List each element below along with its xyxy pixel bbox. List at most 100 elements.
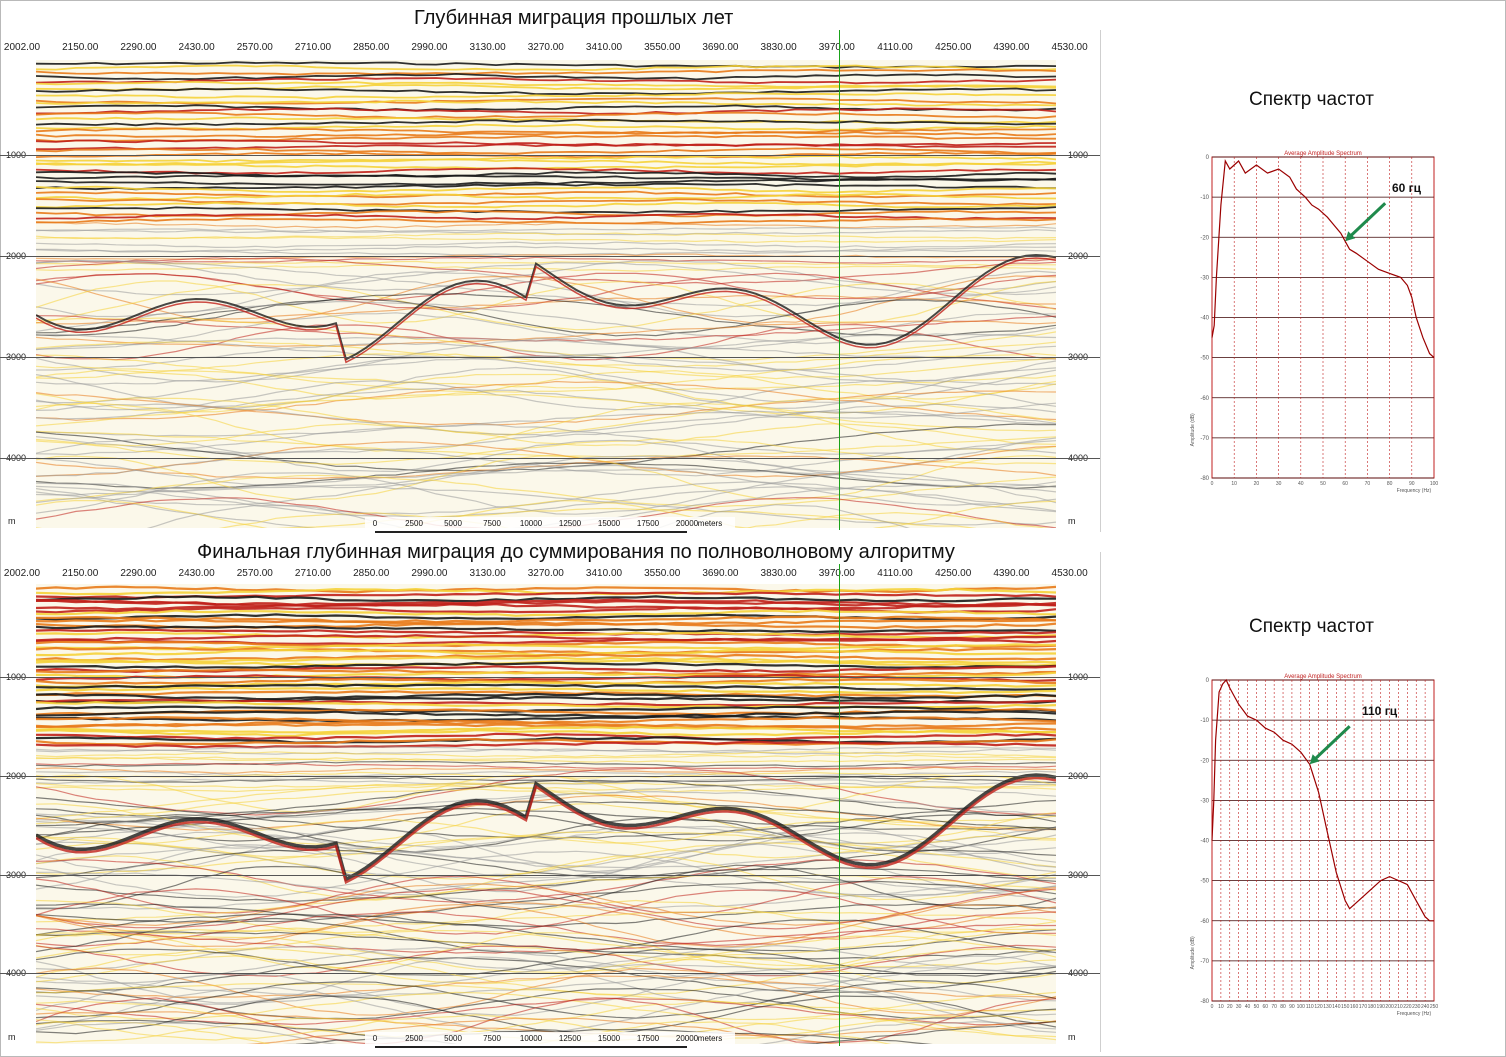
seismic-reflector xyxy=(36,692,1056,701)
seismic-reflector xyxy=(36,690,1056,698)
panel-1-scale-bar: 0 2500 5000 7500 10000 12500 15000 17500 20000 me… xyxy=(365,517,735,539)
seismic-reflector xyxy=(36,198,1056,206)
seismic-reflector xyxy=(36,866,1056,902)
spectrum-x-tick: 70 xyxy=(1365,481,1371,487)
seismic-reflector xyxy=(36,973,1056,1016)
seismic-reflector xyxy=(36,609,1056,617)
seismic-reflector xyxy=(36,785,1056,793)
panel-1-gridline-4000 xyxy=(0,458,1100,459)
seismic-reflector xyxy=(36,728,1056,737)
spectrum-x-tick: 100 xyxy=(1297,1004,1306,1010)
panel-1-spectrum-title: Спектр частот xyxy=(1249,89,1374,110)
seismic-reflector xyxy=(36,770,1056,778)
spectrum-x-tick: 120 xyxy=(1314,1004,1323,1010)
scale-tick-label: 5000 xyxy=(444,519,462,528)
seismic-reflector xyxy=(36,147,1056,155)
seismic-reflector xyxy=(36,253,1056,261)
seismic-reflector xyxy=(36,217,1056,225)
spectrum-x-tick: 240 xyxy=(1421,1004,1430,1010)
spectrum-x-tick: 60 xyxy=(1262,1004,1268,1010)
panel-2-separator xyxy=(1100,552,1101,1052)
seismic-reflector xyxy=(36,107,1056,115)
x-tick-label: 2850.00 xyxy=(353,42,390,53)
seismic-main-horizon xyxy=(36,253,1056,361)
spectrum-x-tick: 160 xyxy=(1350,1004,1359,1010)
spectrum-y-tick: -70 xyxy=(1200,436,1209,442)
seismic-reflector xyxy=(36,380,1056,421)
seismic-reflector xyxy=(36,228,1056,236)
seismic-reflector xyxy=(36,353,1056,394)
seismic-reflector xyxy=(36,262,1056,296)
seismic-reflector xyxy=(36,190,1056,199)
panel-1-depth-unit-left: m xyxy=(8,516,16,526)
panel-1-spectrum-chart: Average Amplitude Spectrum 0 -10 -20 -30 -40 -… xyxy=(1185,145,1445,515)
spectrum-y-label: Amplitude (dB) xyxy=(1190,936,1196,969)
spectrum-x-tick: 60 xyxy=(1342,481,1348,487)
panel-2-gridline-3000 xyxy=(0,875,1100,876)
panel-2-depth-unit-left: m xyxy=(8,1032,16,1042)
seismic-reflector xyxy=(36,618,1056,627)
scale-bar-line xyxy=(375,1046,687,1048)
seismic-reflector xyxy=(36,470,1056,515)
panel-1-spectrum-annotation: 60 гц xyxy=(1392,181,1422,195)
x-tick-label: 4530.00 xyxy=(1051,568,1088,579)
seismic-reflector xyxy=(245,1017,840,1044)
x-tick-label: 2710.00 xyxy=(294,42,332,53)
spectrum-x-tick: 130 xyxy=(1323,1004,1332,1010)
x-tick-label: 2430.00 xyxy=(178,568,215,579)
spectrum-x-tick: 20 xyxy=(1227,1004,1233,1010)
seismic-reflector xyxy=(36,911,1056,948)
seismic-reflector xyxy=(36,298,1056,337)
spectrum-y-tick: -80 xyxy=(1200,476,1209,482)
spectrum-x-tick: 30 xyxy=(1276,481,1282,487)
scale-tick-label: 10000 xyxy=(519,519,543,528)
spectrum-curve xyxy=(1211,159,1435,359)
seismic-reflector xyxy=(36,911,1056,937)
panel-2-spectrum-title: Спектр частот xyxy=(1249,616,1374,637)
spectrum-y-tick: -40 xyxy=(1200,316,1209,322)
seismic-reflector xyxy=(36,192,1056,201)
x-tick-label: 3830.00 xyxy=(760,42,797,53)
seismic-reflector xyxy=(36,464,1056,506)
seismic-reflector xyxy=(36,807,1056,831)
x-tick-label: 4250.00 xyxy=(935,568,972,579)
seismic-reflector xyxy=(36,794,1056,831)
panel-1-seismic-section xyxy=(36,60,1056,528)
x-tick-label: 3410.00 xyxy=(585,568,623,579)
spectrum-x-tick: 20 xyxy=(1254,481,1260,487)
seismic-reflector xyxy=(36,935,1056,974)
spectrum-x-tick: 50 xyxy=(1320,481,1326,487)
x-tick-label: 3130.00 xyxy=(469,568,506,579)
seismic-reflector xyxy=(36,928,1056,957)
scale-tick-label: 0 xyxy=(372,519,378,528)
seismic-reflector xyxy=(36,602,1056,611)
seismic-reflector xyxy=(36,178,1056,186)
spectrum-y-tick: -10 xyxy=(1200,195,1209,201)
panel-2-seismic-section xyxy=(36,584,1056,1044)
spectrum-y-tick: -40 xyxy=(1200,839,1209,845)
x-tick-label: 2150.00 xyxy=(62,42,99,53)
seismic-reflector xyxy=(36,613,1056,621)
seismic-main-horizon-red xyxy=(36,776,1056,885)
seismic-reflector xyxy=(36,201,1056,209)
spectrum-y-tick: -20 xyxy=(1200,758,1209,764)
seismic-reflector xyxy=(218,511,1050,528)
seismic-reflector xyxy=(36,1014,1056,1041)
seismic-reflector xyxy=(36,257,1056,285)
scale-tick-label: 17500 xyxy=(636,1034,660,1043)
panel-2-spectrum-chart: Average Amplitude Spectrum 0 -10 -20 -30 -40 -… xyxy=(1185,668,1445,1038)
seismic-reflector xyxy=(36,151,1056,159)
spectrum-x-tick: 30 xyxy=(1236,1004,1242,1010)
seismic-reflector xyxy=(36,923,1056,954)
x-tick-label: 3270.00 xyxy=(527,42,564,53)
panel-1-gridline-2000 xyxy=(0,256,1100,257)
spectrum-y-tick: -60 xyxy=(1200,919,1209,925)
x-tick-label: 2290.00 xyxy=(120,42,157,53)
seismic-reflector xyxy=(36,831,1056,875)
spectrum-x-tick: 90 xyxy=(1289,1004,1295,1010)
seismic-reflector xyxy=(36,979,1056,1019)
x-tick-label: 3970.00 xyxy=(818,568,855,579)
spectrum-x-tick: 190 xyxy=(1377,1004,1386,1010)
spectrum-x-tick: 230 xyxy=(1412,1004,1421,1010)
seismic-reflector xyxy=(36,913,1056,952)
